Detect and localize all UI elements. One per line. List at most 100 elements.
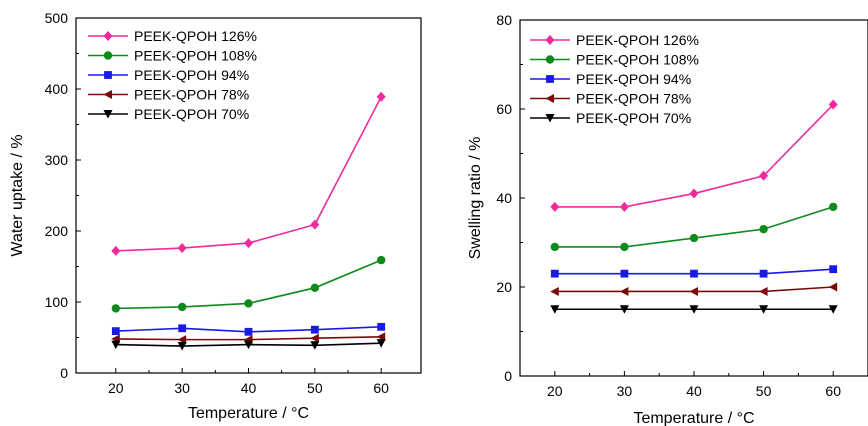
legend-marker — [103, 90, 112, 99]
data-point — [244, 299, 253, 308]
legend-label: PEEK-QPOH 70% — [134, 106, 249, 122]
data-point — [177, 335, 187, 345]
x-axis-label: Temperature / °C — [633, 410, 754, 426]
x-tick-label: 30 — [617, 383, 633, 399]
data-point — [111, 245, 121, 256]
legend-marker — [545, 94, 554, 103]
y-tick-label: 200 — [45, 223, 69, 239]
data-point — [111, 304, 121, 313]
y-tick-label: 300 — [45, 152, 69, 168]
series-1 — [111, 255, 386, 313]
data-point — [244, 327, 253, 336]
data-point — [759, 269, 768, 278]
y-tick-label: 20 — [496, 279, 512, 295]
data-point — [550, 201, 560, 212]
data-point — [550, 305, 560, 314]
legend-label: PEEK-QPOH 126% — [576, 32, 699, 48]
data-point — [550, 286, 559, 296]
data-point — [310, 219, 320, 230]
legend-label: PEEK-QPOH 94% — [576, 71, 691, 87]
data-point — [619, 305, 629, 314]
x-tick-label: 60 — [825, 383, 841, 399]
y-tick-label: 0 — [60, 365, 68, 381]
y-tick-label: 400 — [45, 81, 69, 97]
data-point — [111, 340, 121, 350]
series-2 — [111, 322, 386, 336]
x-tick-label: 40 — [686, 383, 702, 399]
data-point — [310, 283, 320, 292]
legend-label: PEEK-QPOH 108% — [134, 48, 257, 64]
data-point — [828, 99, 838, 110]
data-point — [177, 302, 187, 312]
legend: PEEK-QPOH 126% PEEK-QPOH 108% PEEK-QPOH 94… — [88, 28, 257, 122]
data-point — [244, 238, 253, 249]
data-point — [759, 305, 769, 314]
x-tick-label: 20 — [108, 380, 124, 396]
data-point — [759, 170, 769, 181]
data-point — [619, 286, 629, 296]
legend-marker — [103, 51, 113, 60]
x-tick-label: 40 — [241, 380, 257, 396]
data-point — [377, 322, 386, 331]
x-tick-label: 20 — [547, 383, 563, 399]
data-point — [178, 324, 187, 333]
data-point — [550, 269, 559, 278]
data-point — [376, 332, 386, 342]
legend-marker — [545, 35, 555, 45]
data-point — [310, 333, 319, 343]
legend-marker — [103, 110, 113, 119]
legend-marker — [546, 75, 554, 83]
data-point — [620, 269, 629, 278]
data-point — [690, 269, 698, 278]
series-0 — [550, 99, 838, 212]
legend-label: PEEK-QPOH 78% — [576, 91, 691, 107]
series-1 — [550, 202, 838, 252]
data-point — [689, 188, 699, 199]
series-4 — [550, 305, 838, 314]
legend-label: PEEK-QPOH 70% — [576, 110, 691, 126]
data-point — [177, 342, 187, 351]
x-tick-label: 50 — [307, 380, 323, 396]
data-point — [828, 305, 838, 314]
data-point — [111, 327, 120, 336]
x-axis-label: Temperature / °C — [188, 405, 309, 422]
data-point — [310, 341, 320, 350]
x-tick-label: 30 — [174, 380, 190, 396]
y-tick-label: 0 — [504, 368, 512, 384]
data-point — [310, 325, 319, 334]
data-point — [620, 242, 629, 252]
legend-marker — [545, 55, 555, 64]
data-point — [550, 242, 559, 252]
data-point — [689, 286, 698, 296]
legend-label: PEEK-QPOH 108% — [576, 52, 699, 68]
y-tick-label: 100 — [45, 294, 69, 310]
data-point — [829, 202, 838, 212]
series-0 — [111, 91, 386, 256]
legend-label: PEEK-QPOH 78% — [134, 87, 249, 103]
y-tick-label: 500 — [45, 10, 69, 26]
y-axis-label: Swelling ratio / % — [467, 137, 484, 260]
legend-marker — [104, 71, 112, 79]
legend: PEEK-QPOH 126% PEEK-QPOH 108% PEEK-QPOH 94… — [530, 32, 699, 126]
data-point — [829, 265, 838, 274]
y-tick-label: 60 — [496, 101, 512, 117]
data-point — [376, 339, 386, 348]
data-point — [759, 224, 768, 234]
series-3 — [550, 282, 838, 296]
data-point — [376, 255, 386, 265]
y-tick-label: 80 — [496, 12, 512, 28]
data-point — [376, 91, 386, 102]
data-point — [689, 305, 699, 314]
x-tick-label: 60 — [373, 380, 389, 396]
data-point — [619, 201, 629, 212]
legend-label: PEEK-QPOH 94% — [134, 67, 249, 83]
data-point — [689, 233, 699, 243]
series-4 — [111, 339, 386, 351]
y-tick-label: 40 — [496, 190, 512, 206]
series-2 — [550, 265, 838, 278]
legend-marker — [545, 114, 555, 123]
data-point — [759, 286, 768, 296]
